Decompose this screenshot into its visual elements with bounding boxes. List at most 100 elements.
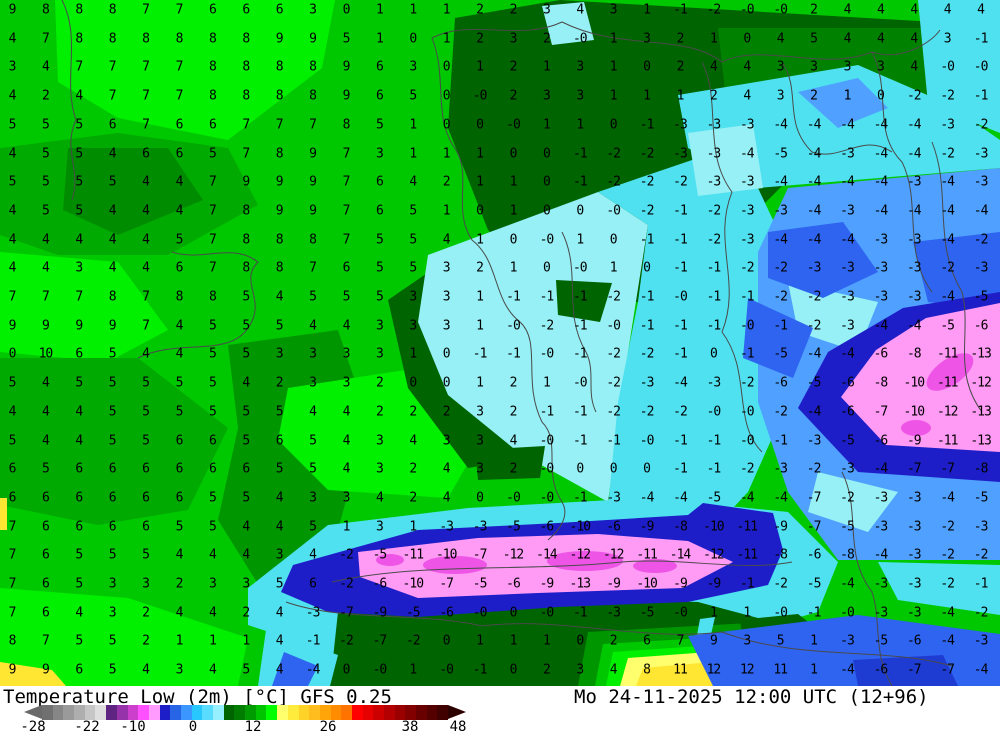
- temp-value: 1: [576, 117, 584, 133]
- temp-value: -7: [906, 662, 922, 678]
- temp-value: -2: [639, 174, 655, 190]
- temp-value: 4: [242, 375, 250, 391]
- temp-value: -4: [940, 174, 955, 190]
- temp-value: -1: [572, 346, 588, 362]
- temp-value: 3: [576, 88, 584, 104]
- temp-value: 1: [676, 88, 685, 104]
- temp-value: -4: [673, 490, 688, 506]
- temp-value: 0: [442, 88, 451, 104]
- temp-value: -12: [569, 547, 592, 563]
- temp-value: 6: [41, 605, 50, 621]
- temp-value: 2: [375, 375, 384, 391]
- temp-value: 3: [375, 318, 384, 334]
- temp-value: -2: [639, 346, 655, 362]
- temp-value: 5: [175, 519, 184, 535]
- temp-value: 4: [576, 2, 584, 18]
- temp-value: -3: [840, 146, 855, 161]
- temp-value: 5: [309, 433, 317, 448]
- temp-value: 8: [75, 2, 83, 18]
- temp-value: 6: [142, 519, 150, 535]
- temp-value: 8: [242, 232, 250, 248]
- legend-color-cell: [84, 705, 96, 720]
- temp-value: -5: [873, 633, 889, 649]
- temp-value: -3: [439, 519, 454, 535]
- temp-value: 6: [75, 519, 83, 535]
- temp-value: -1: [806, 605, 822, 621]
- temp-value: 1: [476, 289, 484, 305]
- temp-value: -12: [602, 547, 625, 563]
- temp-value: 5: [776, 633, 785, 649]
- temp-value: 4: [876, 2, 885, 18]
- temp-value: 4: [108, 260, 117, 276]
- temp-value: 3: [542, 2, 551, 18]
- temp-value: 4: [309, 547, 317, 563]
- temp-value: 5: [242, 662, 250, 678]
- temp-value: 3: [375, 146, 384, 161]
- temp-value: -6: [873, 433, 889, 448]
- temp-value: 3: [810, 59, 818, 75]
- temp-value: -7: [806, 519, 822, 535]
- temp-value: -11: [936, 433, 959, 448]
- temp-value: 3: [342, 490, 351, 506]
- temp-value: -5: [840, 519, 855, 535]
- temp-value: 6: [142, 490, 150, 506]
- legend-color-cell: [223, 705, 235, 720]
- temp-value: -7: [873, 404, 889, 420]
- temp-value: -6: [372, 576, 388, 592]
- temp-value: -4: [873, 461, 889, 477]
- legend-color-cell: [330, 705, 342, 720]
- temp-value: -1: [706, 260, 722, 276]
- legend-color-cell: [180, 705, 192, 720]
- temp-value: 9: [108, 318, 117, 334]
- temp-value: 7: [676, 633, 685, 649]
- temp-value: 3: [476, 404, 484, 420]
- temp-value: 5: [142, 404, 150, 420]
- temp-value: -5: [372, 547, 388, 563]
- temp-value: 5: [8, 174, 17, 190]
- temp-value: -1: [572, 605, 588, 621]
- temp-value: 7: [8, 605, 17, 621]
- temp-value: 0: [643, 59, 651, 75]
- temp-value: 4: [309, 404, 317, 420]
- temp-value: 7: [275, 117, 284, 133]
- temp-value: -5: [973, 289, 989, 305]
- temp-value: -4: [739, 490, 755, 506]
- temp-value: -4: [940, 289, 955, 305]
- temp-value: 0: [342, 2, 351, 18]
- temp-value: 4: [509, 433, 518, 448]
- temp-value: -4: [873, 146, 889, 161]
- temp-value: 3: [208, 576, 217, 592]
- temp-value: -0: [706, 404, 722, 420]
- temp-value: 3: [843, 59, 852, 75]
- temp-value: -3: [706, 117, 722, 133]
- temp-value: -9: [639, 519, 655, 535]
- temp-value: 8: [342, 117, 351, 133]
- temp-value: 3: [442, 260, 451, 276]
- temp-value: -2: [606, 289, 621, 305]
- temp-value: 7: [175, 88, 184, 104]
- temp-value: -11: [736, 519, 759, 535]
- temp-value: 4: [8, 260, 17, 276]
- temperature-grid: 9 8 8 8 7 7 6 6 6 3 0 1 1 1 2 2 3 4 3 1 -1 -2 -0 -0 2 4 4 4 4 4 4 7 8 8 8 8…: [8, 2, 992, 678]
- temp-value: -1: [572, 289, 588, 305]
- legend-color-cell: [405, 705, 417, 720]
- temp-value: 6: [208, 117, 217, 133]
- temp-value: 2: [609, 633, 618, 649]
- temp-value: -6: [539, 519, 555, 535]
- temp-value: -4: [940, 490, 955, 506]
- temp-value: 5: [309, 289, 317, 305]
- temp-value: 9: [709, 633, 718, 649]
- temp-value: -0: [472, 605, 488, 621]
- temp-value: -0: [439, 662, 454, 678]
- temp-value: 3: [108, 605, 117, 621]
- temp-value: 7: [342, 146, 351, 161]
- temp-value: -4: [673, 375, 688, 391]
- temp-value: 8: [175, 31, 184, 47]
- temp-value: -4: [873, 318, 889, 334]
- temp-value: 6: [208, 433, 217, 448]
- temp-value: 3: [409, 59, 417, 75]
- temp-value: 3: [142, 576, 150, 592]
- temp-value: 8: [275, 59, 284, 75]
- temp-value: 1: [509, 174, 518, 190]
- temp-value: 5: [275, 318, 284, 334]
